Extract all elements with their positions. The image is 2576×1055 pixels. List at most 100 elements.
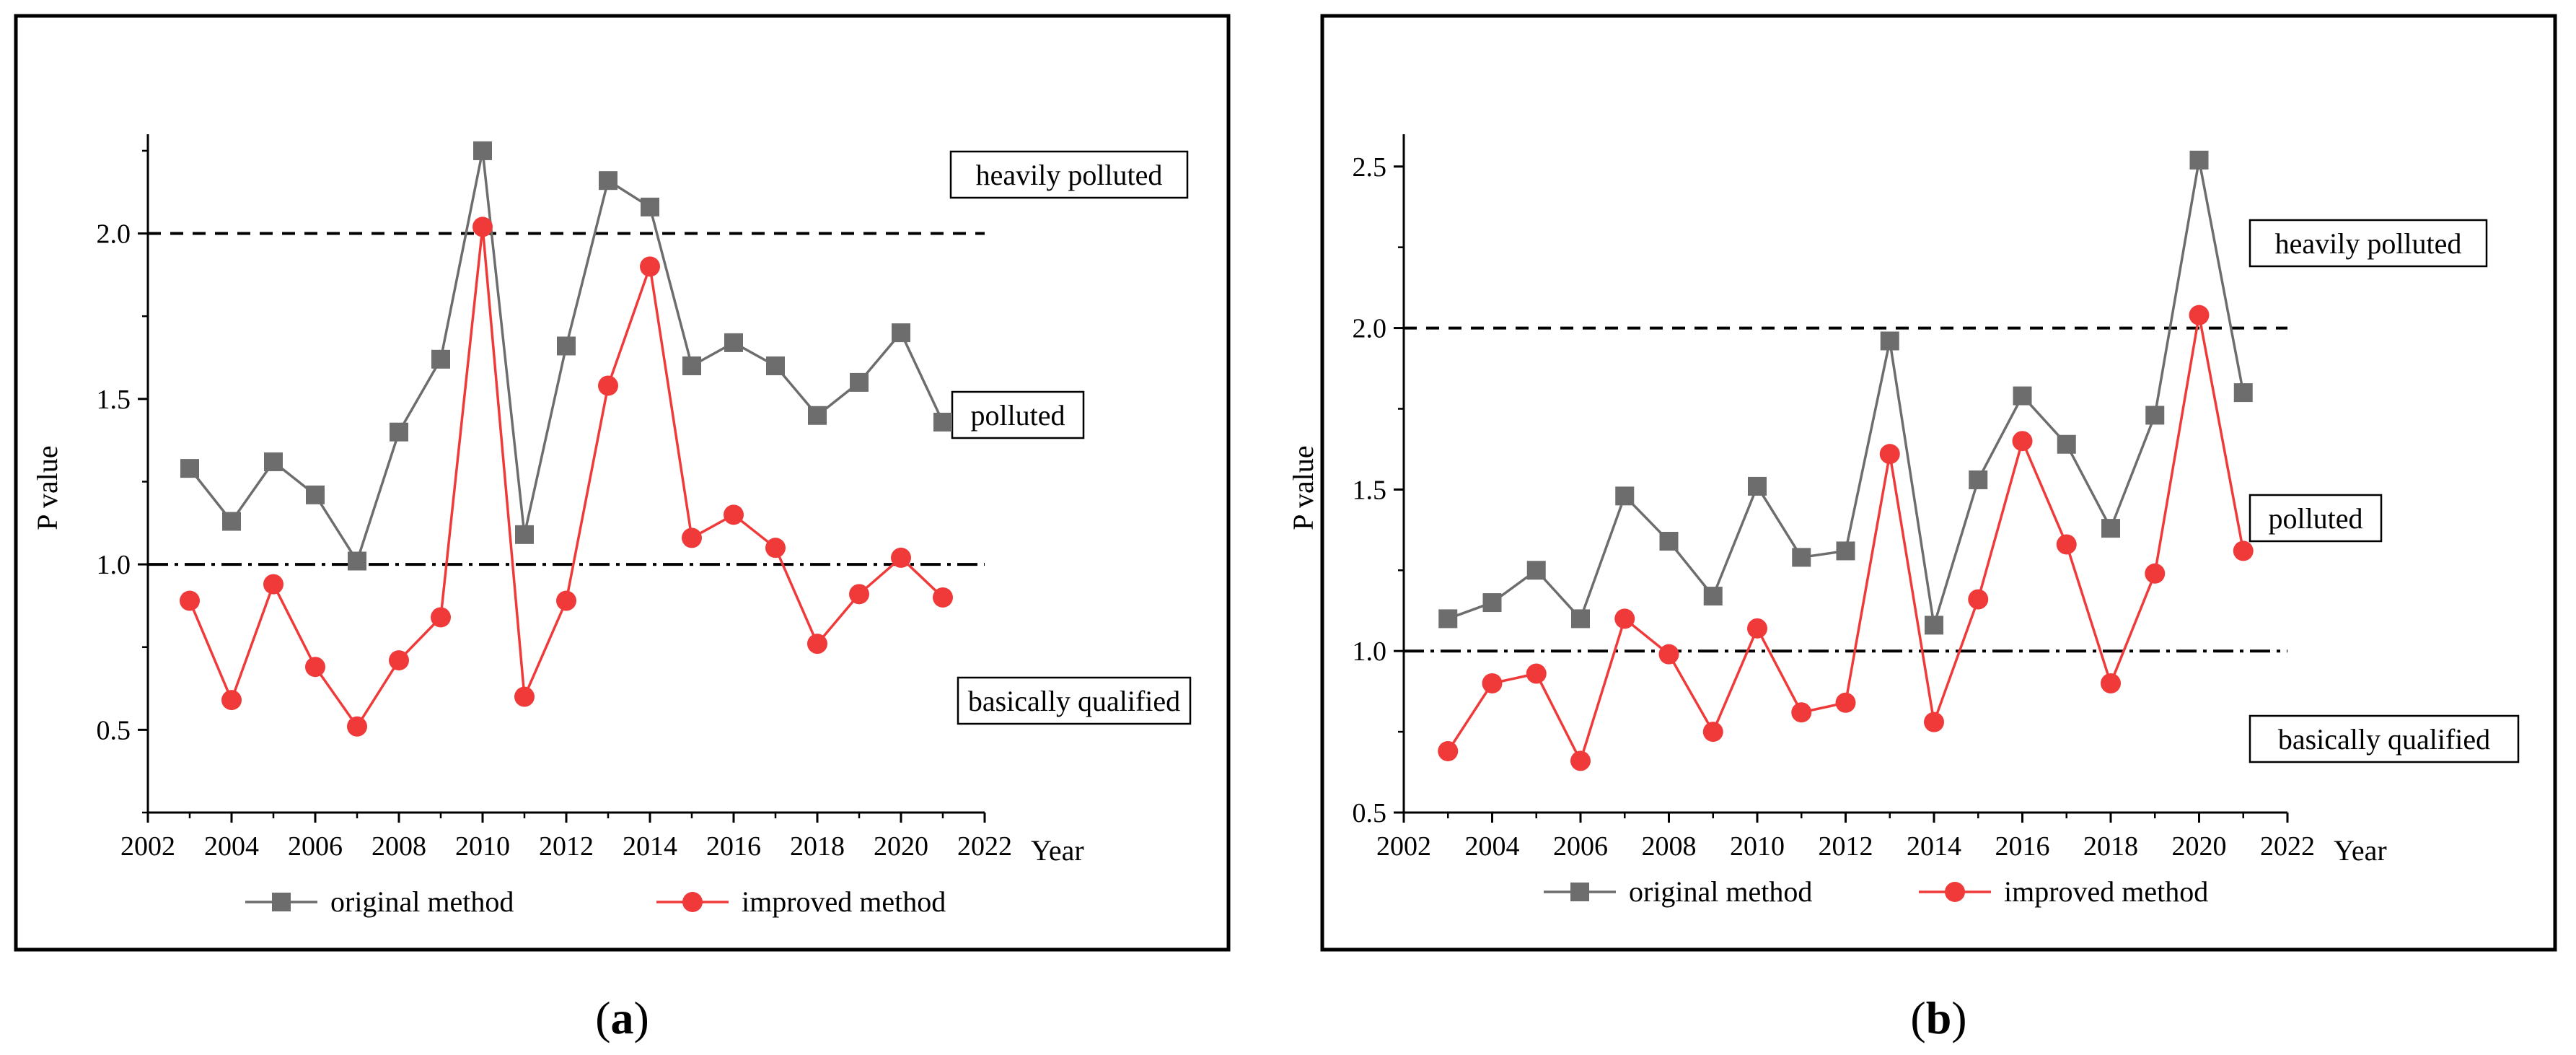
data-point-original (2057, 434, 2076, 454)
panel-frame (14, 14, 1231, 952)
data-point-improved (598, 375, 618, 396)
y-axis-title: P value (31, 445, 63, 530)
x-tick-label: 2016 (706, 831, 761, 862)
zone-label-box (2248, 219, 2488, 268)
data-point-original (808, 406, 827, 425)
data-point-improved (514, 686, 535, 707)
x-tick-label: 2014 (1907, 831, 1961, 862)
x-tick-label: 2010 (1730, 831, 1785, 862)
panel-frame (1320, 14, 2557, 952)
data-point-improved (180, 590, 200, 611)
data-point-original (641, 197, 659, 216)
x-tick-label: 2008 (372, 831, 426, 862)
data-point-improved (472, 216, 493, 237)
zone-label: basically qualified (2278, 723, 2490, 756)
series-line-original (188, 150, 944, 564)
data-point-improved (849, 584, 869, 605)
x-tick-label: 2018 (790, 831, 845, 862)
data-point-improved (1924, 712, 1944, 732)
x-tick-label: 2020 (874, 831, 928, 862)
data-point-original (515, 525, 534, 544)
data-point-improved (640, 256, 660, 277)
x-axis-title: Year (2334, 834, 2387, 867)
data-point-original (682, 356, 701, 375)
data-point-original (348, 551, 366, 571)
zone-label: heavily polluted (2275, 227, 2462, 260)
data-point-original (1615, 486, 1635, 506)
data-point-improved (431, 607, 451, 628)
data-point-original (850, 372, 869, 392)
data-point-improved (1968, 589, 1989, 610)
x-tick-label: 2010 (455, 831, 510, 862)
chart-panel-a: 0.5 1.0 1.5 2.0 2002 2004 2006 2008 2010 2012 2014… (14, 14, 1231, 1043)
data-point-improved (263, 574, 283, 595)
zone-label: polluted (2268, 502, 2362, 535)
data-point-improved (347, 716, 367, 737)
data-point-original (933, 412, 952, 432)
chart-panel-b: 0.5 1.0 1.5 2.0 2.5 2002 2004 2006 2008 2010 2012 2… (1287, 14, 2557, 1043)
data-point-improved (1570, 750, 1591, 771)
legend-marker-improved (1945, 882, 1965, 902)
data-point-improved (1791, 702, 1812, 723)
data-point-original (1792, 548, 1811, 567)
data-point-original (473, 141, 492, 160)
data-point-original (557, 336, 576, 356)
data-point-original (1571, 609, 1590, 629)
x-tick-label: 2006 (1553, 831, 1608, 862)
data-point-improved (724, 504, 744, 525)
data-point-original (1438, 609, 1458, 629)
data-point-original (390, 422, 408, 442)
x-tick-label: 2020 (2172, 831, 2227, 862)
x-tick-label: 2016 (1995, 831, 2050, 862)
y-tick-label: 2.0 (97, 219, 131, 250)
data-point-improved (1747, 618, 1767, 639)
data-point-improved (305, 657, 325, 678)
data-point-improved (221, 690, 242, 711)
data-point-original (1703, 587, 1723, 606)
legend-label-improved: improved method (742, 885, 946, 918)
data-point-original (1880, 331, 1899, 351)
data-point-improved (389, 650, 409, 671)
legend: original method improved method (1544, 875, 2208, 908)
y-axis-title: P value (1287, 445, 1319, 530)
x-tick-label: 2002 (1376, 831, 1431, 862)
data-point-original (724, 333, 743, 352)
data-point-original (1482, 593, 1502, 613)
data-point-improved (1702, 722, 1723, 743)
data-point-original (892, 323, 910, 343)
data-point-improved (2101, 673, 2121, 693)
data-point-original (2233, 383, 2253, 403)
panel-caption: (b) (1910, 992, 1966, 1043)
data-point-improved (933, 587, 953, 608)
data-point-improved (2189, 305, 2210, 325)
y-tick-label: 0.5 (1353, 798, 1387, 828)
data-point-improved (2056, 534, 2077, 555)
x-tick-label: 2002 (120, 831, 175, 862)
zone-label-box (951, 390, 1085, 439)
panel-caption: (a) (595, 992, 649, 1043)
zone-label-box (2248, 714, 2520, 763)
x-tick-label: 2006 (288, 831, 343, 862)
data-point-improved (807, 634, 827, 655)
data-point-original (1526, 561, 1546, 580)
y-tick-label: 0.5 (97, 715, 131, 745)
data-point-improved (1438, 740, 1459, 761)
x-axis-title: Year (1031, 834, 1084, 867)
data-point-original (766, 356, 785, 375)
data-point-original (264, 452, 283, 471)
data-point-original (306, 485, 325, 504)
legend-label-improved: improved method (2004, 875, 2208, 908)
data-point-improved (2012, 431, 2033, 452)
data-point-original (1969, 470, 1988, 489)
data-point-improved (1835, 692, 1856, 713)
x-tick-label: 2022 (2260, 831, 2315, 862)
data-point-original (2013, 386, 2032, 406)
zone-label-box (957, 676, 1192, 725)
x-tick-label: 2004 (1465, 831, 1520, 862)
x-tick-label: 2014 (623, 831, 677, 862)
zone-label-box (2248, 494, 2383, 543)
data-point-improved (765, 538, 786, 559)
data-point-improved (1879, 444, 1900, 465)
data-point-improved (682, 528, 702, 548)
